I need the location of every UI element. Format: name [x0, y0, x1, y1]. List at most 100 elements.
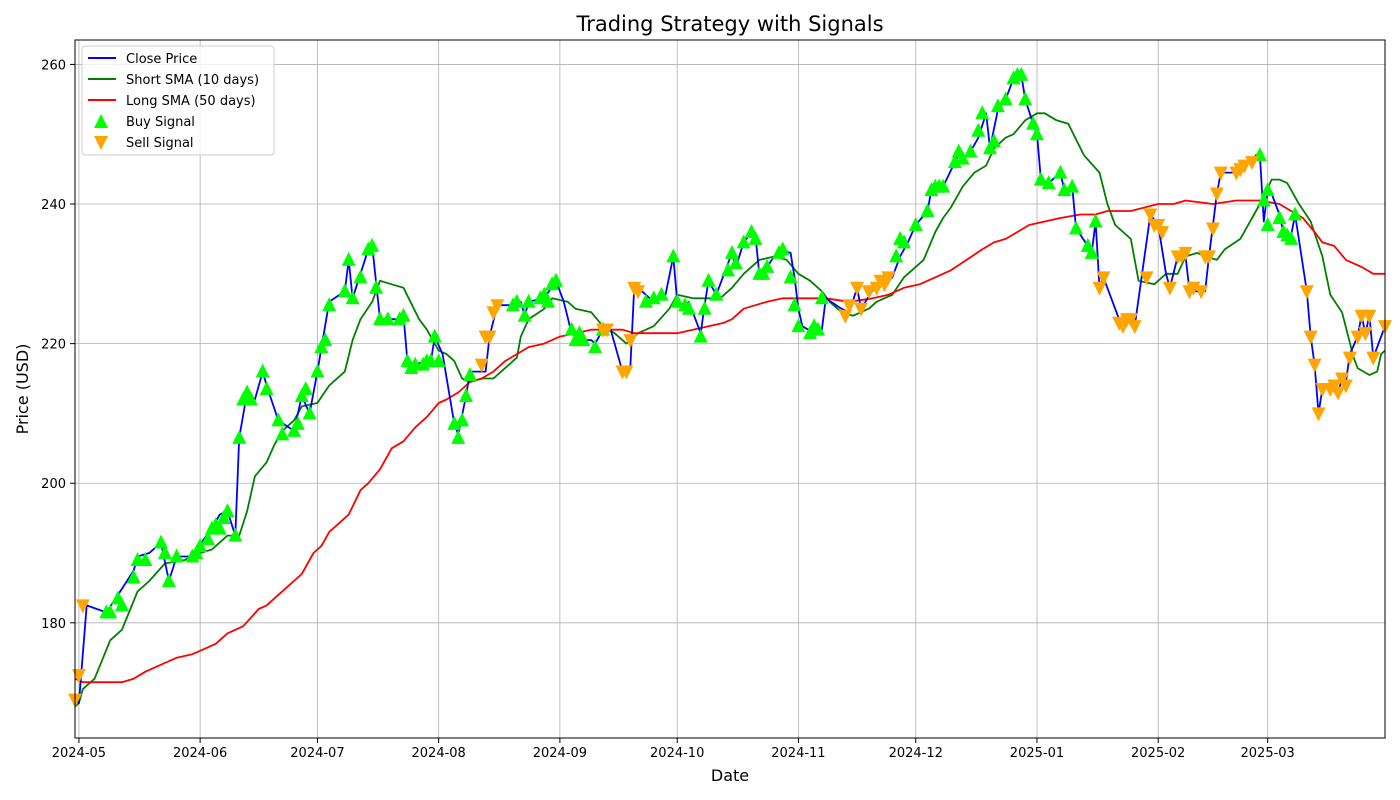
sell-signal-marker [1155, 225, 1170, 240]
buy-signal-marker [724, 244, 739, 259]
buy-signal-marker [318, 332, 333, 347]
buy-signal-marker [548, 272, 563, 287]
buy-signal-marker [255, 363, 270, 378]
buy-signal-marker [138, 552, 153, 567]
sell-signal-marker [1139, 271, 1154, 286]
y-tick-label: 180 [41, 617, 66, 632]
buy-signal-marker [1041, 175, 1056, 190]
x-tick-label: 2024-11 [771, 746, 825, 761]
buy-signal-marker [212, 520, 227, 535]
buy-signal-marker [697, 300, 712, 315]
buy-signal-marker [302, 405, 317, 420]
buy-signal-marker [517, 307, 532, 322]
sell-signal-marker [1213, 166, 1228, 181]
buy-signal-marker [654, 286, 669, 301]
buy-signal-marker [290, 415, 305, 430]
sell-signal-marker [842, 299, 857, 314]
x-tick-label: 2024-08 [412, 746, 466, 761]
buy-signal-marker [760, 258, 775, 273]
sell-signal-marker [881, 271, 896, 286]
buy-signal-marker [243, 391, 258, 406]
buy-signal-marker [787, 297, 802, 312]
x-tick-label: 2024-07 [290, 746, 344, 761]
buy-signal-marker [588, 339, 603, 354]
buy-signal-marker [1065, 178, 1080, 193]
buy-signal-marker [455, 412, 470, 427]
legend-label-buy-signal: Buy Signal [126, 115, 195, 130]
buy-signal-marker [1033, 171, 1048, 186]
buy-signal-marker [341, 251, 356, 266]
y-axis-label: Price (USD) [13, 344, 32, 435]
sell-signal-marker [482, 330, 497, 345]
sell-signal-marker [599, 323, 614, 338]
buy-signal-marker [322, 297, 337, 312]
buy-signal-marker [971, 122, 986, 137]
buy-signal-marker [337, 283, 352, 298]
x-tick-label: 2024-10 [650, 746, 704, 761]
sell-signal-marker [619, 365, 634, 380]
buy-signal-marker [1069, 220, 1084, 235]
buy-signal-marker [451, 429, 466, 444]
sell-signal-marker [1358, 327, 1373, 342]
sell-signal-marker [1143, 208, 1158, 223]
buy-signal-marker [1026, 115, 1041, 130]
sell-signal-marker [850, 281, 865, 296]
legend-swatch-buy-signal [94, 114, 108, 128]
short-sma-line [74, 112, 1386, 708]
x-tick-label: 2024-12 [889, 746, 943, 761]
buy-signal-marker [310, 363, 325, 378]
sell-signal-marker [1162, 281, 1177, 296]
signal-markers [68, 66, 1392, 708]
legend-label-short-sma: Short SMA (10 days) [126, 73, 259, 88]
legend-swatch-sell-signal [94, 136, 108, 150]
buy-signal-marker [427, 328, 442, 343]
buy-signal-marker [721, 262, 736, 277]
buy-signal-marker [990, 98, 1005, 113]
buy-signal-marker [955, 150, 970, 165]
buy-signal-marker [103, 604, 118, 619]
buy-signal-marker [670, 293, 685, 308]
sell-signal-marker [474, 358, 489, 373]
buy-signal-marker [1014, 66, 1029, 81]
buy-signal-marker [963, 143, 978, 158]
buy-signal-marker [114, 597, 129, 612]
buy-signal-marker [783, 269, 798, 284]
buy-signal-marker [259, 381, 274, 395]
plot-background [75, 40, 1385, 738]
sell-signal-marker [1245, 156, 1260, 171]
buy-signal-marker [521, 293, 536, 308]
sell-signal-marker [1202, 250, 1217, 265]
sell-signal-marker [1350, 330, 1365, 345]
sell-signal-marker [1366, 351, 1381, 366]
sell-signal-marker [631, 285, 646, 300]
buy-signal-marker [157, 545, 172, 560]
buy-signal-marker [1272, 209, 1287, 224]
buy-signal-marker [228, 527, 243, 542]
buy-signal-marker [1284, 230, 1299, 245]
buy-signal-marker [1260, 182, 1275, 197]
sell-signal-marker [1307, 358, 1322, 373]
buy-signal-marker [541, 293, 556, 308]
buy-signal-marker [459, 387, 474, 402]
buy-signal-marker [936, 178, 951, 193]
sell-signal-marker [1311, 407, 1326, 422]
buy-signal-marker [1260, 216, 1275, 231]
buy-signal-marker [1053, 164, 1068, 179]
y-axis-ticks: 180 200 220 240 260 [41, 58, 75, 632]
buy-signal-marker [169, 548, 184, 563]
buy-signal-marker [736, 234, 751, 249]
buy-signal-marker [748, 230, 763, 245]
buy-signal-marker [986, 133, 1001, 148]
buy-signal-marker [193, 538, 208, 553]
chart-title: Trading Strategy with Signals [575, 12, 883, 36]
buy-signal-marker [431, 353, 446, 368]
buy-signal-marker [380, 311, 395, 326]
x-tick-label: 2025-01 [1010, 746, 1064, 761]
y-tick-label: 260 [41, 58, 66, 73]
buy-signal-marker [232, 429, 247, 444]
y-tick-label: 240 [41, 198, 66, 213]
x-axis-label: Date [711, 766, 749, 785]
buy-signal-marker [975, 105, 990, 120]
x-tick-label: 2025-03 [1241, 746, 1295, 761]
